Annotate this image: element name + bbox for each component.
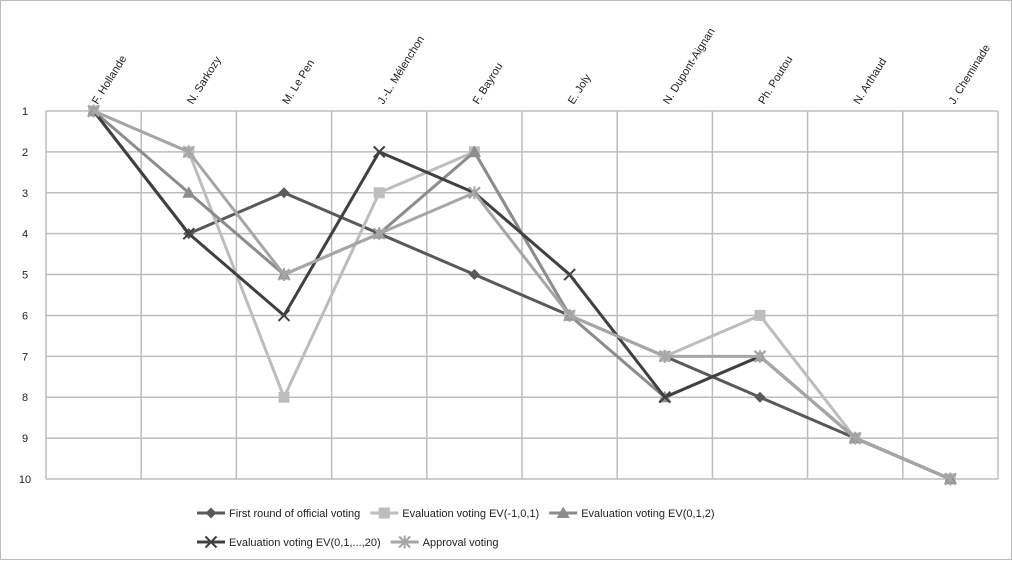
legend-item: Evaluation voting EV(-1,0,1)	[370, 507, 539, 520]
data-point-marker	[848, 431, 862, 445]
y-tick-label: 9	[22, 433, 28, 445]
data-point-marker	[944, 472, 957, 486]
x-category-label: J.-L. Mélenchon	[376, 34, 428, 107]
legend-swatch-marker	[378, 507, 390, 519]
legend-label: Evaluation voting EV(0,1,2)	[581, 508, 714, 520]
y-tick-label: 6	[22, 310, 28, 322]
legend-label: Evaluation voting EV(0,1,...,20)	[229, 537, 381, 549]
legend-item: Approval voting	[390, 535, 499, 549]
x-category-label: M. Le Pen	[280, 58, 317, 107]
series-line	[93, 109, 951, 481]
data-point-marker	[87, 104, 100, 118]
legend-label: Evaluation voting EV(-1,0,1)	[402, 508, 539, 520]
data-point-marker	[373, 187, 385, 199]
x-category-label: Ph. Poutou	[756, 54, 795, 107]
data-point-marker	[658, 349, 672, 363]
data-point-marker	[182, 145, 196, 159]
x-category-label: E. Joly	[566, 72, 594, 107]
data-point-marker	[182, 186, 196, 198]
data-point-marker	[467, 145, 481, 157]
y-tick-label: 1	[22, 106, 28, 118]
x-axis-category-labels: F. Hollande N. Sarkozy M. Le Pen J.-L. Méle…	[90, 26, 993, 107]
data-point-marker	[563, 268, 576, 281]
x-category-label: N. Sarkozy	[185, 54, 224, 106]
legend-swatch-marker	[205, 507, 217, 519]
y-tick-label: 7	[22, 351, 28, 363]
plot-grid	[45, 110, 999, 480]
y-axis-tick-labels: 1 2 3 4 5 6 7 8 9 10	[19, 106, 31, 486]
x-category-label: F. Bayrou	[471, 61, 506, 107]
data-point-marker	[563, 308, 576, 322]
series-5	[87, 104, 957, 486]
legend-label: First round of official voting	[229, 508, 360, 520]
data-point-marker	[754, 309, 766, 321]
legend-swatch-marker	[556, 506, 570, 518]
legend-label: Approval voting	[423, 537, 499, 549]
x-category-label: J. Cheminade	[947, 43, 993, 107]
data-point-marker	[278, 391, 290, 403]
x-category-label: N. Arthaud	[852, 56, 890, 106]
data-point-marker	[658, 391, 672, 404]
x-category-label: N. Dupont-Aignan	[661, 26, 718, 107]
data-point-marker	[278, 187, 290, 199]
y-tick-label: 5	[22, 270, 28, 282]
legend-swatch-marker	[204, 535, 218, 549]
legend-swatch-marker	[398, 535, 411, 549]
data-point-marker	[468, 269, 480, 281]
data-point-marker	[277, 309, 291, 322]
data-point-marker	[372, 227, 386, 241]
y-tick-label: 10	[19, 474, 31, 486]
data-point-marker	[468, 186, 481, 200]
y-tick-label: 2	[22, 147, 28, 159]
y-tick-label: 3	[22, 188, 28, 200]
data-point-marker	[277, 268, 291, 282]
data-point-marker	[754, 391, 766, 403]
data-point-marker	[753, 349, 767, 363]
series-group	[87, 104, 957, 486]
y-tick-label: 4	[22, 229, 28, 241]
legend-item: Evaluation voting EV(0,1,2)	[549, 506, 715, 520]
legend-item: First round of official voting	[197, 507, 360, 520]
x-category-label: F. Hollande	[90, 54, 129, 107]
data-point-marker	[182, 227, 196, 240]
legend: First round of official voting Evaluation…	[197, 506, 715, 549]
data-point-marker	[372, 145, 386, 159]
legend-item: Evaluation voting EV(0,1,...,20)	[197, 535, 381, 549]
y-tick-label: 8	[22, 392, 28, 404]
